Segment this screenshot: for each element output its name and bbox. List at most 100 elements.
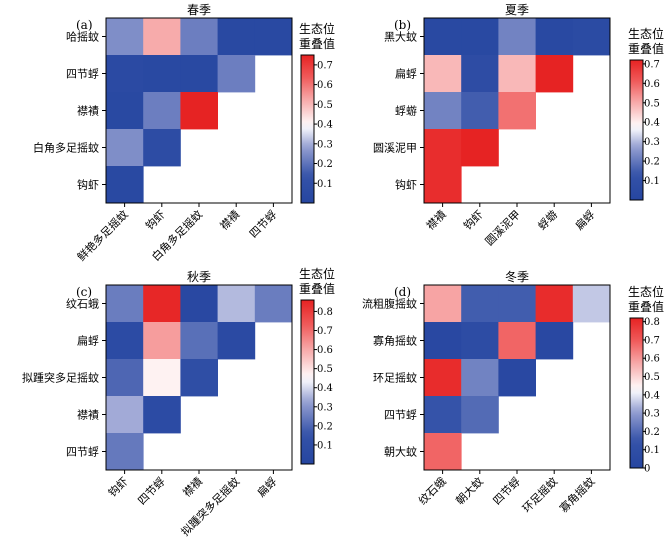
heatmap-cell-3-3	[498, 92, 536, 130]
heatmap-cell-5-1	[106, 433, 144, 471]
colorbar-tick-label: 0.3	[317, 402, 333, 413]
heatmap-cell-1-5	[572, 285, 611, 323]
column-label: 四节蜉	[135, 475, 168, 508]
column-label: 钩虾	[142, 207, 167, 232]
colorbar-tick-label: 0.3	[644, 137, 660, 148]
colorbar	[300, 54, 315, 204]
column-label: 圆溪泥甲	[483, 208, 523, 248]
heatmap-cell-3-1	[424, 92, 462, 130]
colorbar-tick-label: 0	[644, 464, 650, 475]
heatmap-cell-2-4	[217, 55, 256, 93]
column-label: 纹石蛾	[415, 474, 448, 507]
heatmap-cell-1-2	[461, 285, 499, 323]
heatmap-cell-2-3	[498, 322, 536, 360]
column-label: 扁蜉	[255, 475, 280, 500]
heatmap-cell-3-2	[461, 359, 499, 397]
heatmap-cell-3-2	[461, 92, 499, 130]
column-label: 四节蜉	[247, 208, 280, 241]
colorbar-tick-label: 0.7	[644, 59, 660, 70]
row-label: 白角多足摇蚊	[33, 141, 99, 155]
heatmap-cell-4-1	[424, 129, 462, 167]
column-label: 襟襀	[180, 474, 205, 499]
heatmap-cell-2-1	[106, 322, 144, 360]
heatmap-cell-1-1	[106, 285, 144, 323]
heatmap-cell-3-2	[143, 359, 181, 397]
row-label: 寡角摇蚊	[373, 334, 417, 348]
colorbar-tick-label: 0.4	[317, 120, 333, 131]
heatmap-cell-4-1	[106, 396, 144, 434]
colorbar	[629, 317, 644, 469]
heatmap-cell-2-4	[535, 322, 574, 360]
row-label: 四节蜉	[66, 68, 99, 81]
row-label: 襟襀	[77, 104, 99, 118]
heatmap-cell-2-2	[461, 55, 499, 93]
heatmap-cell-1-4	[217, 285, 256, 323]
column-label: 襟襀	[217, 207, 242, 232]
heatmap-cell-2-2	[143, 322, 181, 360]
colorbar-tick-label: 0.3	[644, 409, 660, 420]
colorbar-tick-label: 0.1	[644, 445, 660, 456]
heatmap-cell-1-1	[424, 18, 462, 56]
colorbar-tick-label: 0.2	[317, 421, 333, 432]
colorbar-tick-label: 0.7	[317, 60, 333, 71]
row-label: 拟踵突多足摇蚊	[22, 371, 99, 385]
colorbar-tick-label: 0.5	[644, 372, 660, 383]
colorbar-tick-label: 0.6	[644, 79, 660, 90]
colorbar	[629, 59, 644, 201]
heatmap-cell-1-5	[254, 18, 293, 56]
heatmap-cell-3-1	[106, 92, 144, 130]
heatmap-cell-5-1	[106, 166, 144, 204]
row-label: 圆溪泥甲	[373, 142, 417, 155]
row-label: 纹石蛾	[66, 297, 99, 311]
colorbar-title: 生态位重叠值	[628, 284, 664, 314]
heatmap-cell-2-4	[217, 322, 256, 360]
column-label: 四节蜉	[491, 475, 524, 508]
heatmap-cell-2-1	[424, 55, 462, 93]
panel-label: (b)	[394, 18, 411, 32]
row-label: 钩虾	[395, 178, 417, 192]
column-label: 蜉蝣	[536, 208, 561, 233]
heatmap-cell-4-2	[461, 396, 499, 434]
colorbar	[300, 299, 315, 465]
colorbar-tick-label: 0.4	[317, 383, 333, 394]
row-label: 流粗腹摇蚊	[362, 297, 417, 311]
heatmap-cell-4-1	[424, 396, 462, 434]
heatmap-cell-3-3	[180, 359, 218, 397]
colorbar-tick-label: 0.1	[317, 179, 333, 190]
heatmap-cell-1-2	[143, 285, 181, 323]
colorbar-tick-label: 0.1	[317, 440, 333, 451]
colorbar-tick-label: 0.6	[644, 354, 660, 365]
heatmap-cell-4-2	[143, 129, 181, 167]
heatmap-cell-2-3	[180, 55, 218, 93]
heatmap-cell-1-4	[217, 18, 256, 56]
row-label: 黑大蚊	[384, 30, 417, 44]
heatmap-cell-2-3	[498, 55, 536, 93]
panel-label: (c)	[76, 285, 92, 299]
heatmap-cell-1-5	[254, 285, 293, 323]
heatmap-cell-2-2	[143, 55, 181, 93]
colorbar-tick-label: 0.8	[317, 307, 333, 318]
heatmap-cell-2-3	[180, 322, 218, 360]
panel-title: 冬季	[505, 269, 529, 284]
column-label: 扁蜉	[573, 208, 598, 233]
panel-label: (d)	[394, 285, 411, 299]
colorbar-tick-label: 0.4	[644, 118, 660, 129]
row-label: 扁蜉	[77, 335, 99, 348]
colorbar-tick-label: 0.2	[317, 159, 333, 170]
heatmap-cell-1-5	[572, 18, 611, 56]
colorbar-tick-label: 0.4	[644, 390, 660, 401]
heatmap-cell-4-2	[143, 396, 181, 434]
heatmap-cell-3-2	[143, 92, 181, 130]
colorbar-tick-label: 0.5	[317, 100, 333, 111]
heatmap-cell-3-3	[498, 359, 536, 397]
row-label: 襟襀	[77, 408, 99, 422]
panel-title: 夏季	[505, 3, 529, 17]
heatmap-cell-1-2	[143, 18, 181, 56]
colorbar-tick-label: 0.5	[317, 364, 333, 375]
heatmap-cell-3-1	[424, 359, 462, 397]
panel-title: 春季	[187, 3, 211, 17]
